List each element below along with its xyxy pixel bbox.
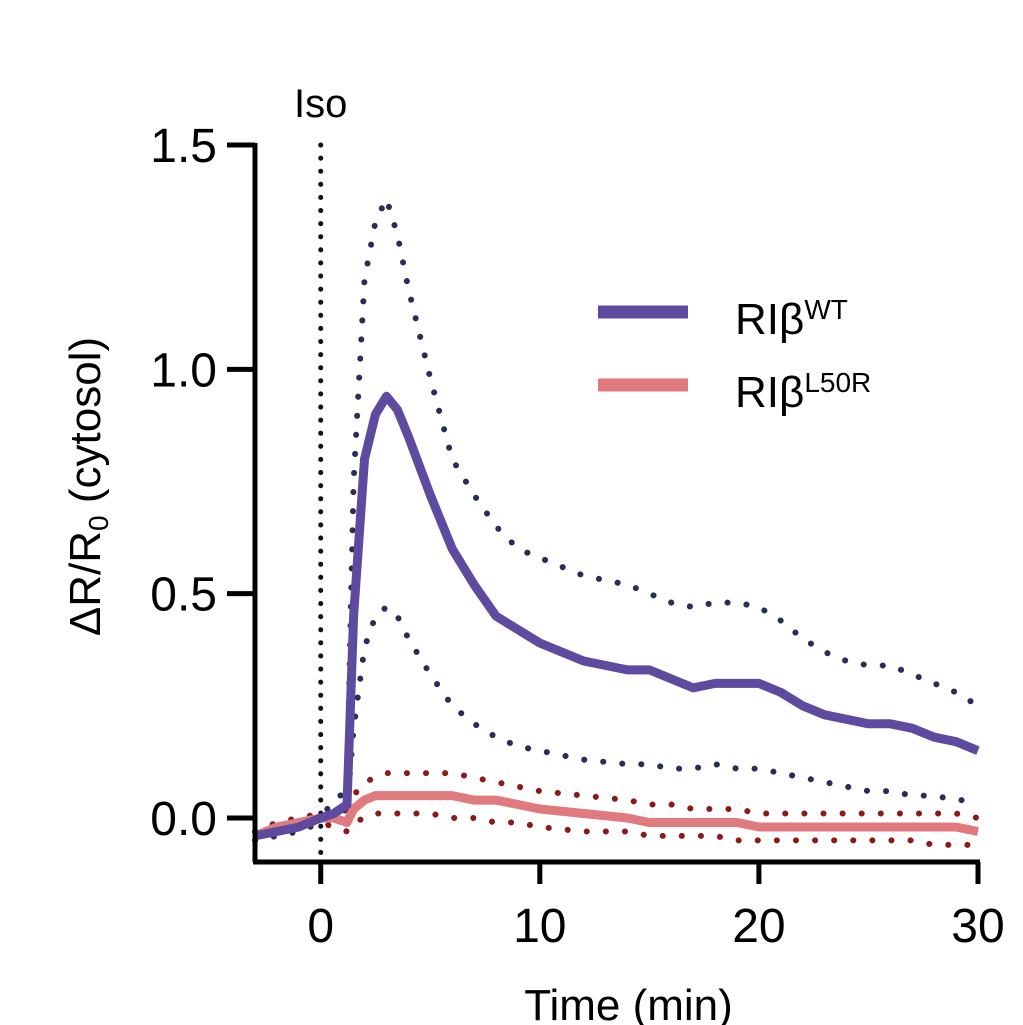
legend-label-superscript: WT: [804, 294, 848, 325]
series-0-band-lower: [252, 604, 981, 844]
x-tick-label: 0: [307, 900, 334, 953]
legend-label-name: RIβ: [735, 368, 804, 417]
iso-label: Iso: [294, 82, 347, 126]
tick-marks: 0 10 20 30 0.0 0.5 1.0 1.5: [150, 120, 1004, 953]
series-0-band-upper: [252, 195, 981, 835]
series-lines: [253, 391, 980, 841]
legend-label-name: RIβ: [735, 295, 804, 344]
y-tick-label: 1.5: [150, 120, 217, 173]
x-tick-label: 20: [732, 900, 785, 953]
confidence-bands: [252, 195, 981, 848]
x-axis-label: Time (min): [524, 981, 733, 1025]
y-tick-label: 0.0: [150, 793, 217, 846]
series-0-mean-line: [254, 391, 980, 841]
y-axis-label-subscript: 0: [83, 515, 114, 531]
legend-label-0: RIβWT: [735, 294, 848, 344]
y-axis-label-suffix: (cytosol): [61, 337, 110, 515]
y-tick-label: 0.5: [150, 569, 217, 622]
legend-label-1: RIβL50R: [735, 367, 871, 417]
x-tick-label: 30: [951, 900, 1004, 953]
legend-label-superscript: L50R: [804, 367, 871, 398]
iso-marker: Iso: [294, 82, 347, 865]
axes: [252, 143, 980, 865]
y-tick-label: 1.0: [150, 344, 217, 397]
x-tick-label: 10: [513, 900, 566, 953]
y-axis-label: ΔR/R0 (cytosol): [61, 337, 114, 636]
y-axis-label-main: ΔR/R: [61, 531, 110, 636]
series-1-mean-line: [253, 791, 979, 841]
